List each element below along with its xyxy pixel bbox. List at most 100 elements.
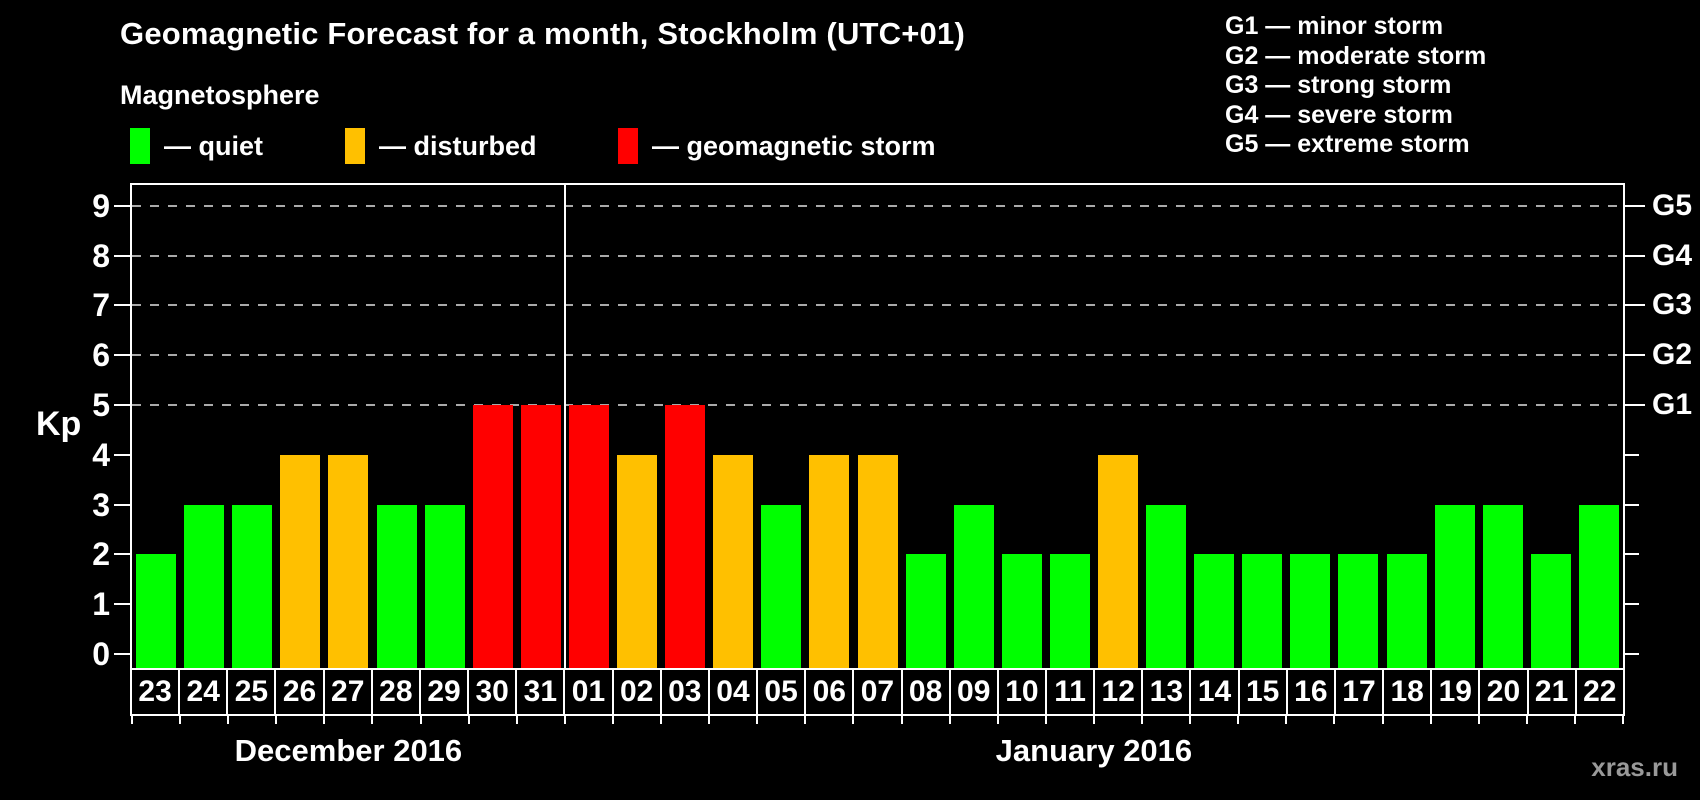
- day-label-05: 05: [758, 670, 807, 714]
- day-label-24: 24: [180, 670, 229, 714]
- legend-item-disturbed: — disturbed: [345, 125, 537, 167]
- g-axis-tick-8: [1625, 254, 1645, 257]
- x-axis-minor-tick: [852, 716, 855, 724]
- day-label-12: 12: [1095, 670, 1144, 714]
- month-divider-line: [563, 185, 566, 668]
- x-axis-minor-tick: [1525, 716, 1528, 724]
- day-label-13: 13: [1143, 670, 1192, 714]
- g-level-label-g1: G1: [1652, 388, 1693, 421]
- x-axis-minor-tick: [1189, 716, 1192, 724]
- bar-day-26: [280, 454, 321, 668]
- y-axis-tick-5: [114, 404, 130, 406]
- legend-label-quiet: — quiet: [164, 130, 263, 161]
- day-label-31: 31: [517, 670, 566, 714]
- g-axis-tick-3: [1625, 503, 1639, 506]
- bar-day-09: [953, 504, 994, 668]
- x-axis-minor-tick: [804, 716, 807, 724]
- gridline-kp8: [132, 254, 1623, 257]
- chart-subtitle: Magnetosphere: [120, 80, 320, 110]
- x-axis-day-row: 23 24 25 26 27 28 29 30 31 01 02 03 04 05 06 07 08 09 10 11…: [130, 668, 1625, 716]
- bar-day-27: [328, 454, 369, 668]
- day-label-16: 16: [1288, 670, 1336, 714]
- y-axis-tick-4: [114, 453, 130, 456]
- day-label-11: 11: [1047, 670, 1096, 714]
- g-level-label-g3: G3: [1652, 288, 1693, 322]
- y-axis-tick-1: [114, 603, 130, 606]
- day-label-09: 09: [951, 670, 999, 714]
- y-axis-tick-label-1: 1: [92, 586, 110, 623]
- bar-day-07: [857, 454, 898, 668]
- g-axis-tick-1: [1625, 603, 1639, 606]
- y-axis-title-kp: Kp: [36, 405, 82, 443]
- g-axis-tick-4: [1625, 453, 1639, 456]
- g-axis-tick-9: [1625, 204, 1645, 207]
- bar-day-05: [761, 504, 802, 668]
- legend-label-disturbed: — disturbed: [379, 130, 537, 161]
- day-label-20: 20: [1480, 670, 1529, 714]
- g-legend-item-1: G1 — minor storm: [1225, 12, 1444, 40]
- bar-day-03: [665, 405, 706, 668]
- bar-day-17: [1338, 554, 1379, 668]
- x-axis-minor-tick: [948, 716, 951, 724]
- x-axis-minor-tick: [660, 716, 663, 724]
- plot-area: [130, 183, 1625, 668]
- bar-day-21: [1530, 554, 1571, 668]
- y-axis-tick-0: [114, 653, 130, 655]
- x-axis-minor-tick: [1285, 716, 1288, 724]
- day-label-26: 26: [276, 670, 325, 714]
- x-axis-minor-tick: [1237, 716, 1240, 724]
- bar-day-30: [472, 405, 513, 668]
- day-label-25: 25: [228, 670, 277, 714]
- bar-day-20: [1482, 504, 1523, 668]
- y-axis-tick-label-0: 0: [92, 636, 110, 672]
- x-axis-minor-tick: [708, 716, 711, 724]
- g-axis-tick-7: [1625, 304, 1645, 307]
- day-label-19: 19: [1432, 670, 1481, 714]
- month-label-january: January 2016: [995, 733, 1193, 768]
- day-label-03: 03: [662, 670, 710, 714]
- x-axis-minor-tick: [371, 716, 374, 724]
- day-label-29: 29: [421, 670, 470, 714]
- g-axis-tick-5: [1625, 404, 1645, 406]
- x-axis-minor-tick: [1429, 716, 1432, 724]
- bar-day-16: [1290, 554, 1331, 668]
- legend-swatch-storm-icon: [618, 128, 638, 164]
- x-axis-minor-tick: [419, 716, 422, 724]
- x-axis-minor-tick: [179, 716, 182, 724]
- bar-day-02: [617, 454, 658, 668]
- day-label-07: 07: [854, 670, 903, 714]
- day-label-04: 04: [710, 670, 759, 714]
- y-axis-tick-8: [114, 254, 130, 257]
- day-label-30: 30: [469, 670, 518, 714]
- x-axis-minor-tick: [1381, 716, 1384, 724]
- g-axis-tick-2: [1625, 553, 1639, 556]
- bar-day-01: [568, 405, 609, 668]
- day-label-21: 21: [1529, 670, 1577, 714]
- day-label-18: 18: [1384, 670, 1433, 714]
- x-axis-minor-tick: [1573, 716, 1576, 724]
- day-label-06: 06: [806, 670, 855, 714]
- bar-day-19: [1434, 504, 1475, 668]
- bar-day-25: [232, 504, 273, 668]
- y-axis-tick-label-8: 8: [92, 237, 110, 274]
- legend-swatch-quiet-icon: [130, 128, 150, 164]
- chart-title: Geomagnetic Forecast for a month, Stockh…: [120, 16, 965, 51]
- x-axis-minor-tick: [611, 716, 614, 724]
- day-label-22: 22: [1583, 675, 1617, 708]
- y-axis-tick-9: [114, 204, 130, 207]
- month-label-december: December 2016: [234, 733, 463, 768]
- day-label-01: 01: [565, 670, 614, 714]
- x-axis-minor-tick: [1333, 716, 1336, 724]
- g-axis-tick-6: [1625, 354, 1645, 357]
- g-level-label-g4: G4: [1652, 238, 1693, 272]
- x-axis-minor-tick: [227, 716, 230, 724]
- x-axis-minor-tick: [1141, 716, 1144, 724]
- bar-day-10: [1001, 554, 1042, 668]
- legend-swatch-disturbed-icon: [345, 128, 365, 164]
- gridline-kp6: [132, 354, 1623, 357]
- bar-day-23: [136, 554, 177, 668]
- day-label-08: 08: [903, 670, 951, 714]
- x-axis-minor-tick: [563, 716, 566, 724]
- bar-day-06: [809, 454, 850, 668]
